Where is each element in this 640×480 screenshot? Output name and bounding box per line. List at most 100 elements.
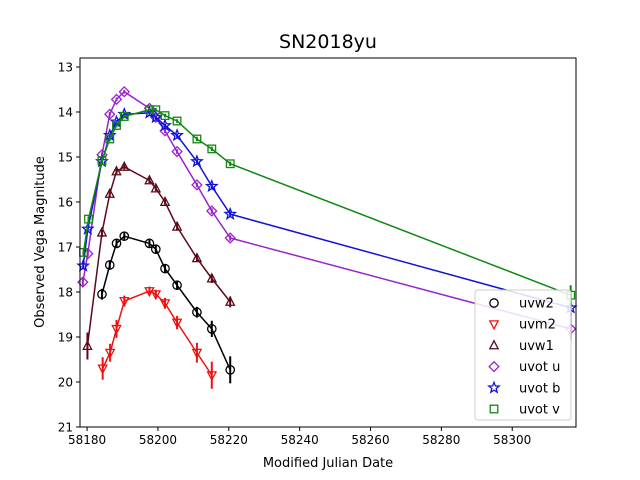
data-point xyxy=(145,105,154,115)
data-point xyxy=(111,238,122,249)
x-tick-label: 58240 xyxy=(281,433,319,447)
data-point xyxy=(111,165,122,176)
data-point xyxy=(171,318,183,329)
data-point xyxy=(159,195,171,207)
series-uvot-v xyxy=(79,105,576,306)
y-axis-label: Observed Vega Magnitude xyxy=(33,156,48,328)
data-point xyxy=(82,339,93,351)
data-point xyxy=(191,252,203,263)
data-point xyxy=(171,220,183,231)
data-point xyxy=(172,280,182,291)
legend-marker xyxy=(489,404,499,414)
data-point xyxy=(97,289,107,300)
data-point xyxy=(206,371,218,382)
data-point xyxy=(158,118,172,132)
data-point xyxy=(76,258,91,272)
x-tick-label: 58260 xyxy=(351,433,389,447)
x-tick-label: 58220 xyxy=(210,433,248,447)
legend-label: uvot v xyxy=(519,403,560,418)
data-point xyxy=(118,86,131,98)
data-point xyxy=(206,205,218,217)
data-point xyxy=(151,105,161,115)
y-tick-label: 17 xyxy=(58,241,73,255)
data-point xyxy=(224,232,236,244)
x-tick-label: 58280 xyxy=(422,433,460,447)
y-tick-label: 18 xyxy=(58,286,73,300)
x-tick-label: 58300 xyxy=(493,433,531,447)
legend-marker xyxy=(489,298,499,308)
y-tick-label: 21 xyxy=(58,421,73,435)
data-point xyxy=(171,145,183,158)
data-point xyxy=(191,179,203,191)
y-tick-label: 19 xyxy=(58,331,73,345)
data-point xyxy=(206,272,218,283)
data-point xyxy=(225,159,235,169)
data-point xyxy=(204,178,219,193)
data-point xyxy=(104,108,116,120)
legend-label: uvot u xyxy=(519,360,560,375)
data-point xyxy=(160,263,170,274)
x-tick-label: 58200 xyxy=(139,433,177,447)
data-point xyxy=(97,156,107,166)
data-point xyxy=(144,238,155,249)
legend-label: uvot b xyxy=(519,381,560,396)
y-tick-label: 14 xyxy=(58,106,73,120)
data-point xyxy=(119,296,130,308)
legend-marker xyxy=(487,380,501,394)
legend-label: uvw2 xyxy=(519,297,554,312)
data-point xyxy=(119,160,130,171)
legend-box xyxy=(474,289,572,421)
data-point xyxy=(191,348,203,359)
data-point xyxy=(225,364,236,375)
data-point xyxy=(104,260,115,270)
legend-marker xyxy=(488,339,500,350)
plot-area-frame xyxy=(79,57,577,428)
data-point xyxy=(150,290,162,301)
data-point xyxy=(80,221,95,235)
data-point xyxy=(159,299,171,310)
x-tick-label: 58180 xyxy=(68,433,106,447)
data-point xyxy=(207,144,217,154)
data-point xyxy=(112,121,121,130)
series-uvw1 xyxy=(82,160,236,360)
data-point xyxy=(224,295,236,306)
y-tick-label: 15 xyxy=(58,151,73,165)
y-tick-label: 13 xyxy=(58,61,73,75)
data-point xyxy=(160,111,170,121)
data-point xyxy=(170,128,185,142)
data-point xyxy=(104,187,116,198)
data-point xyxy=(119,231,130,242)
data-point xyxy=(150,244,161,255)
x-axis-label: Modified Julian Date xyxy=(263,456,393,471)
series-uvm2 xyxy=(97,286,218,389)
data-point xyxy=(111,324,122,335)
data-point xyxy=(105,134,115,144)
legend-label: uvm2 xyxy=(519,318,556,333)
y-tick-label: 16 xyxy=(58,196,73,210)
data-point xyxy=(84,214,93,224)
y-tick-label: 20 xyxy=(58,376,73,390)
y-axis: 13 14 15 16 17 18 19 20 21 xyxy=(58,61,80,435)
data-point xyxy=(172,116,182,126)
data-point xyxy=(104,348,116,359)
data-point xyxy=(192,307,202,318)
data-point xyxy=(148,110,163,124)
series-uvw2 xyxy=(97,231,236,384)
data-point xyxy=(189,154,204,168)
data-point xyxy=(110,93,123,106)
data-point xyxy=(97,364,108,375)
legend-marker xyxy=(488,360,500,373)
data-point xyxy=(119,112,129,121)
x-axis: 58180 58200 58220 58240 58260 58280 58300 xyxy=(68,427,531,447)
data-point xyxy=(192,134,202,144)
legend-marker xyxy=(488,320,500,331)
legend-label: uvw1 xyxy=(519,339,554,354)
data-point xyxy=(223,206,238,221)
data-point xyxy=(206,324,217,334)
legend: uvw2 uvm2 uvw1 uvot u uvot b uvot v xyxy=(474,289,572,421)
data-point xyxy=(144,174,155,185)
data-point xyxy=(96,226,108,237)
data-point xyxy=(150,182,162,193)
chart-title: SN2018yu xyxy=(279,31,377,53)
